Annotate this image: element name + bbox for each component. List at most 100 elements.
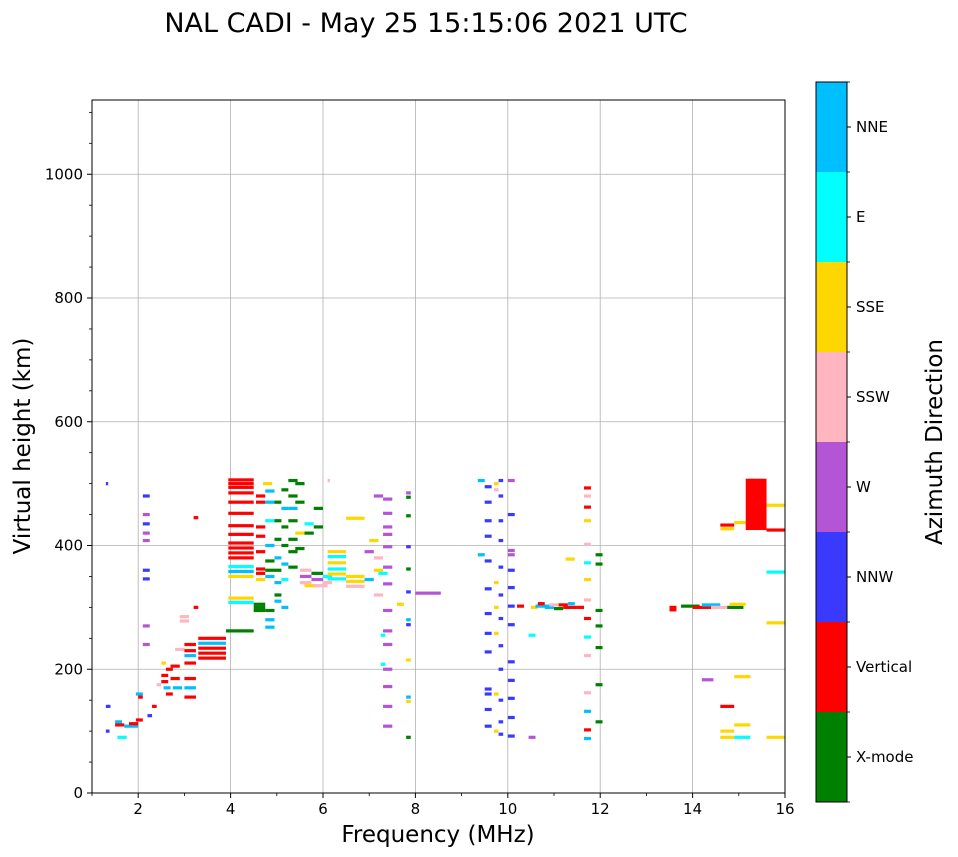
data-segment-129	[327, 555, 347, 559]
data-segment-158	[383, 642, 393, 647]
data-segment-100	[281, 543, 289, 548]
data-segment-34	[179, 619, 190, 623]
data-segment-29	[170, 664, 180, 668]
data-segment-142	[373, 494, 384, 498]
colorbar-swatch-nne	[816, 82, 847, 172]
data-segment-40	[184, 686, 196, 690]
y-tick-label-1: 200	[54, 660, 83, 678]
data-segment-268	[701, 678, 714, 682]
data-segment-194	[493, 581, 499, 585]
data-segment-68	[256, 500, 266, 504]
data-segment-148	[380, 662, 386, 666]
data-segment-132	[327, 572, 347, 576]
data-segment-159	[383, 667, 393, 671]
data-segment-196	[493, 631, 499, 635]
data-segment-229	[537, 602, 545, 606]
data-segment-167	[406, 545, 411, 549]
data-segment-3	[115, 720, 123, 724]
data-segment-8	[135, 718, 143, 722]
colorbar-label: Azimuth Direction	[922, 339, 948, 545]
data-segment-4	[115, 723, 125, 727]
data-segment-26	[163, 686, 171, 690]
data-segment-188	[484, 687, 492, 691]
data-segment-243	[584, 561, 591, 565]
data-segment-164	[406, 491, 411, 495]
data-segment-37	[184, 654, 196, 658]
data-segment-103	[281, 605, 289, 609]
data-segment-257	[595, 645, 603, 650]
data-segment-79	[265, 489, 275, 493]
data-segment-263	[692, 605, 712, 609]
data-segment-197	[493, 692, 499, 696]
data-segment-249	[584, 691, 591, 695]
data-segment-220	[507, 678, 515, 682]
data-segment-107	[288, 519, 298, 523]
data-segment-14	[142, 531, 150, 535]
data-segment-162	[383, 724, 393, 728]
y-tick-label-5: 1000	[45, 165, 83, 183]
data-segment-190	[484, 707, 492, 712]
data-segment-269	[720, 523, 735, 527]
data-segment-25	[161, 680, 169, 684]
data-segment-195	[493, 605, 499, 609]
data-segment-222	[507, 715, 515, 720]
plot-background	[92, 100, 785, 793]
data-segment-144	[373, 568, 384, 572]
data-segment-13	[142, 522, 150, 526]
colorbar-swatch-sse	[816, 262, 847, 352]
y-axis-ticks: 0 200 400 600 800 1000	[45, 111, 92, 802]
data-segment-75	[253, 605, 266, 609]
data-segment-122	[311, 577, 323, 582]
data-segment-168	[406, 567, 411, 571]
data-segment-18	[142, 624, 150, 628]
colorbar-swatch-nnw	[816, 532, 847, 622]
data-segment-65	[228, 482, 254, 486]
data-segment-192	[493, 482, 499, 486]
data-segment-253	[595, 553, 603, 557]
data-segment-156	[383, 608, 393, 613]
colorbar-swatch-w	[816, 442, 847, 532]
data-segment-11	[142, 494, 150, 498]
data-segment-251	[584, 728, 591, 732]
data-segment-143	[373, 556, 384, 560]
data-segment-93	[274, 568, 282, 572]
data-segment-42	[193, 516, 199, 520]
data-segment-238	[584, 486, 591, 490]
data-segment-91	[274, 537, 282, 541]
data-segment-126	[323, 574, 333, 579]
data-segment-183	[484, 559, 492, 563]
data-segment-16	[142, 568, 150, 572]
data-segment-266	[727, 605, 744, 609]
data-segment-23	[161, 661, 166, 665]
data-segment-108	[288, 537, 298, 541]
chart-title: NAL CADI - May 25 15:15:06 2021 UTC	[164, 8, 687, 39]
data-segment-89	[274, 500, 282, 504]
data-segment-72	[256, 567, 266, 571]
data-segment-77	[253, 608, 266, 613]
data-segment-260	[669, 605, 677, 609]
data-segment-97	[281, 488, 289, 492]
data-segment-157	[383, 629, 393, 633]
data-segment-280	[766, 570, 785, 574]
data-segment-130	[327, 561, 347, 565]
data-segment-127	[323, 581, 333, 585]
data-segment-70	[256, 534, 266, 538]
data-segment-56	[228, 551, 254, 555]
data-segment-237	[565, 557, 575, 561]
data-segment-51	[228, 600, 254, 605]
data-segment-152	[383, 532, 393, 536]
data-segment-165	[406, 495, 411, 499]
data-segment-198	[493, 729, 499, 733]
data-segment-135	[346, 579, 365, 583]
data-segment-53	[228, 569, 254, 574]
data-segment-219	[507, 660, 515, 664]
data-segment-187	[484, 650, 492, 654]
data-segment-146	[378, 571, 388, 575]
data-segment-262	[681, 604, 700, 608]
x-tick-label-2: 6	[318, 800, 328, 818]
data-segment-172	[406, 658, 411, 662]
data-segment-96	[274, 599, 282, 603]
data-segment-225	[530, 605, 538, 609]
data-segment-94	[274, 581, 282, 585]
data-segment-35	[184, 642, 196, 647]
